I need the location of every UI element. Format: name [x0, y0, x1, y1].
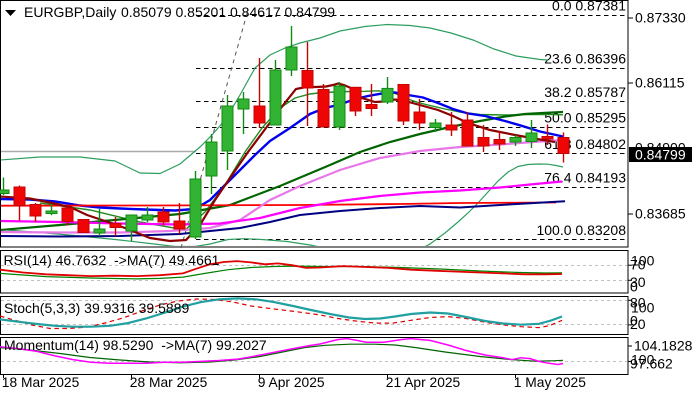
svg-text:0: 0: [630, 313, 638, 329]
svg-text:Momentum(14) 98.5290 ->MA(7): Momentum(14) 98.5290 ->MA(7) 99.2027: [4, 337, 267, 353]
svg-text:100: 100: [631, 300, 655, 316]
svg-text:18 Mar 2025: 18 Mar 2025: [2, 375, 80, 390]
svg-text:0.83685: 0.83685: [635, 206, 686, 222]
svg-text:70: 70: [630, 257, 646, 273]
svg-text:EURGBP,Daily: EURGBP,Daily: [24, 4, 116, 20]
svg-text:97.662: 97.662: [630, 356, 673, 372]
svg-text:23.6 0.86396: 23.6 0.86396: [544, 51, 626, 67]
svg-text:0.87330: 0.87330: [635, 10, 686, 26]
svg-text:80: 80: [630, 295, 646, 311]
svg-text:0.85079 0.85201 0.84617 0.8479: 0.85079 0.85201 0.84617 0.84799: [121, 4, 335, 20]
svg-text:21 Apr 2025: 21 Apr 2025: [386, 375, 461, 390]
svg-text:0.86115: 0.86115: [635, 75, 685, 91]
svg-text:20: 20: [630, 316, 646, 332]
svg-text:100.0 0.83208: 100.0 0.83208: [536, 222, 626, 238]
svg-text:Stoch(5,3,3) 39.9316 39.5889: Stoch(5,3,3) 39.9316 39.5889: [4, 300, 189, 316]
svg-text:76.4 0.84193: 76.4 0.84193: [544, 170, 626, 186]
svg-text:9 Apr 2025: 9 Apr 2025: [258, 375, 325, 390]
svg-text:0.0 0.87381: 0.0 0.87381: [552, 0, 626, 14]
svg-text:100: 100: [631, 352, 655, 368]
svg-text:50.0 0.85295: 50.0 0.85295: [544, 110, 626, 126]
svg-text:38.2 0.85787: 38.2 0.85787: [544, 84, 626, 100]
svg-text:30: 30: [630, 274, 646, 290]
svg-text:0: 0: [630, 279, 638, 295]
svg-text:28 Mar 2025: 28 Mar 2025: [130, 375, 208, 390]
svg-text:RSI(14) 46.7632 ->MA(7) 49.46: RSI(14) 46.7632 ->MA(7) 49.4661: [4, 252, 220, 268]
svg-text:100: 100: [631, 253, 655, 269]
svg-text:0.84799: 0.84799: [635, 147, 686, 163]
svg-text:1 May 2025: 1 May 2025: [514, 375, 586, 390]
svg-text:61.8 0.84802: 61.8 0.84802: [544, 136, 626, 152]
svg-text:104.1828: 104.1828: [634, 338, 693, 354]
